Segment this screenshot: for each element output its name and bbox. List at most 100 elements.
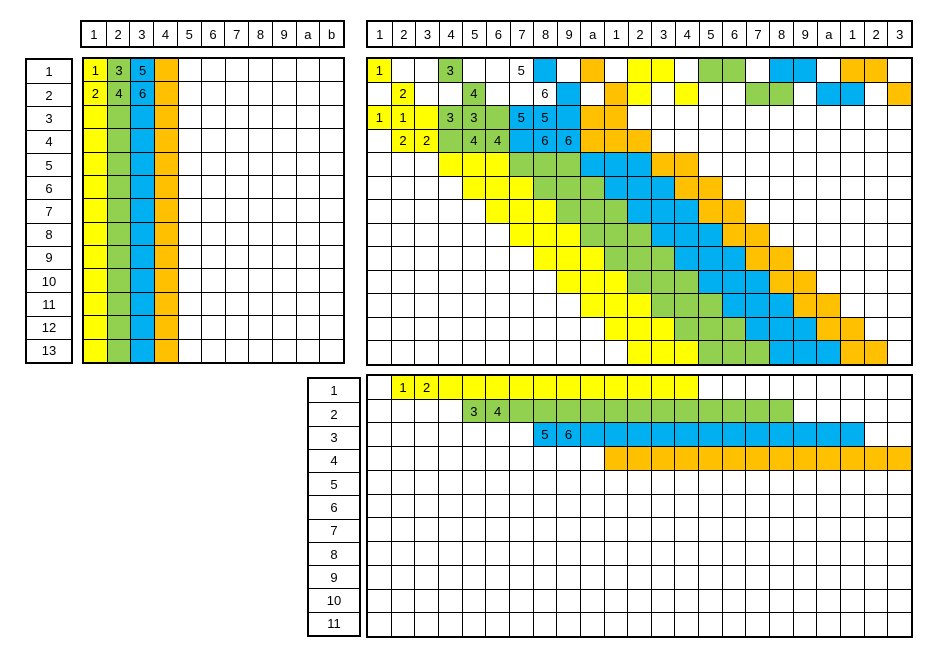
grid-cell: 3 [462, 106, 486, 129]
grid-cell [793, 294, 817, 317]
grid-cell [699, 317, 722, 341]
column-header-cell: 3 [415, 22, 439, 46]
grid-cell [391, 59, 415, 82]
grid-cell [675, 494, 699, 518]
grid-cell [675, 176, 699, 200]
grid-cell [178, 129, 202, 152]
grid-cell [628, 447, 651, 470]
grid-cell [699, 589, 722, 613]
grid-cell [415, 470, 438, 494]
grid-cell [746, 494, 770, 518]
row-label-cell: 9 [27, 245, 71, 269]
grid-cell [368, 247, 391, 270]
row-label-cell: 2 [309, 402, 359, 425]
grid-cell [438, 176, 462, 200]
grid-cell: 2 [391, 129, 415, 153]
grid-cell [675, 200, 699, 223]
grid-cell [154, 152, 178, 175]
grid-cell [533, 223, 557, 247]
grid-cell [296, 316, 320, 339]
grid-cell [154, 222, 178, 246]
grid-cell [486, 470, 509, 494]
grid-cell [509, 153, 533, 176]
grid-cell [131, 339, 154, 362]
column-header-cell: 9 [556, 22, 581, 46]
column-header-cell: 7 [509, 22, 534, 46]
row-label-cell: 10 [309, 588, 359, 611]
grid-cell [746, 82, 770, 106]
grid-cell [533, 341, 557, 364]
grid-cell [580, 153, 604, 176]
grid-cell [273, 175, 296, 199]
grid-cell [391, 494, 415, 518]
grid-cell [486, 423, 509, 447]
grid-cell [628, 59, 651, 82]
grid-cell [368, 494, 391, 518]
grid-cell [107, 175, 131, 199]
grid-cell [320, 222, 343, 246]
grid-cell [888, 294, 911, 317]
grid-cell: 3 [107, 59, 131, 82]
grid-cell [462, 223, 486, 247]
row-label-cell: 11 [309, 611, 359, 635]
grid-cell [225, 269, 249, 292]
grid-cell [793, 129, 817, 153]
grid-cell [793, 542, 817, 565]
column-header-cell: 3 [651, 22, 675, 46]
grid-cell [864, 399, 888, 423]
grid-cell [580, 223, 604, 247]
grid-cell: 6 [557, 423, 580, 447]
grid-cell [675, 82, 699, 106]
grid-cell: 5 [509, 106, 533, 129]
grid-cell [628, 565, 651, 589]
grid-cell [415, 270, 438, 294]
grid-cell [675, 399, 699, 423]
grid-cell [320, 152, 343, 175]
grid-cell [817, 399, 841, 423]
grid-cell [202, 152, 225, 175]
grid-cell [154, 269, 178, 292]
grid-cell [746, 153, 770, 176]
grid-cell [225, 316, 249, 339]
row-label-cell: 5 [309, 472, 359, 495]
grid-cell [817, 59, 841, 82]
grid-cell [84, 152, 107, 175]
grid-cell: 2 [391, 82, 415, 106]
grid-cell [722, 494, 746, 518]
grid-cell [107, 269, 131, 292]
grid-cell [486, 613, 509, 636]
grid-cell [746, 542, 770, 565]
grid-cell [415, 294, 438, 317]
grid-cell [675, 59, 699, 82]
row-label-cell: 1 [330, 383, 338, 399]
column-header-cell: 1 [840, 22, 864, 46]
grid-cell [864, 317, 888, 341]
grid-cell [746, 565, 770, 589]
grid-cell [273, 292, 296, 316]
grid-cell [391, 447, 415, 470]
grid-cell [154, 316, 178, 339]
grid-cell [154, 246, 178, 269]
grid-cell [746, 399, 770, 423]
grid-cell [699, 470, 722, 494]
grid-cell [722, 470, 746, 494]
grid-cell [84, 269, 107, 292]
grid-cell [817, 270, 841, 294]
column-header-cell: 5 [176, 22, 201, 46]
grid-cell [888, 518, 911, 542]
grid-cell [604, 270, 628, 294]
grid-cell [628, 82, 651, 106]
grid-cell [770, 589, 793, 613]
grid-cell [722, 247, 746, 270]
grid-cell [651, 518, 675, 542]
grid-cell [486, 223, 509, 247]
grid-cell [746, 589, 770, 613]
grid-cell [249, 105, 273, 129]
grid-cell [557, 59, 580, 82]
grid-cell [604, 247, 628, 270]
grid-cell [249, 246, 273, 269]
grid-cell [770, 613, 793, 636]
grid-cell [557, 518, 580, 542]
grid-cell [438, 565, 462, 589]
grid-cell [131, 199, 154, 222]
